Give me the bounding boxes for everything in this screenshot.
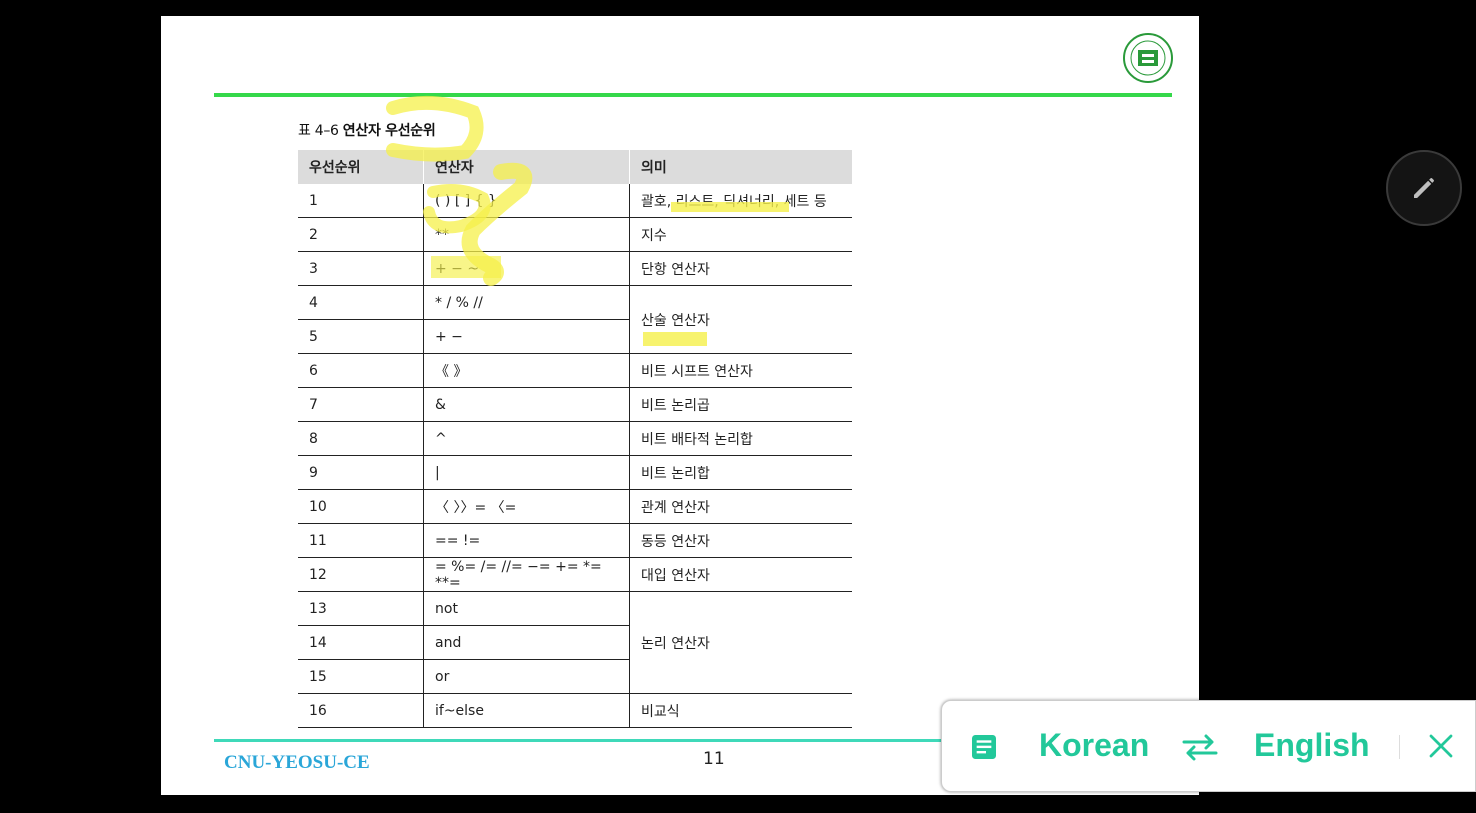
edit-button[interactable] (1386, 150, 1462, 226)
header-operator: 연산자 (423, 150, 630, 184)
bottom-divider-right (866, 739, 946, 742)
table-row: 16 if~else 비교식 (298, 693, 852, 728)
table-row: 13 not 논리 연산자 (298, 591, 852, 694)
divider (1399, 735, 1400, 759)
bottom-divider (214, 739, 866, 742)
operator-cell: and (423, 625, 630, 660)
caption-label: 표 4–6 (298, 123, 343, 139)
top-divider (214, 93, 1172, 97)
meaning-cell: 동등 연산자 (629, 523, 852, 558)
operator-cell: not (423, 591, 630, 626)
table-row: 10 〈 〉〉= 〈= 관계 연산자 (298, 489, 852, 524)
priority-cell: 9 (298, 455, 424, 490)
meaning-cell: 비교식 (629, 693, 852, 728)
priority-cell: 12 (298, 557, 424, 592)
table-row: 12 = %= /= //= −= += *= **= 대입 연산자 (298, 557, 852, 592)
table-row: 8 ^ 비트 배타적 논리합 (298, 421, 852, 456)
table-row: 14 and (298, 625, 852, 660)
priority-cell: 3 (298, 251, 424, 286)
operator-cell: ( ) [ ] { } (423, 184, 630, 218)
table-row: 7 & 비트 논리곱 (298, 387, 852, 422)
operator-cell: or (423, 659, 630, 694)
meaning-cell: 비트 논리곱 (629, 387, 852, 422)
translate-bar: Korean English (941, 700, 1476, 792)
operator-cell: = %= /= //= −= += *= **= (423, 557, 630, 592)
target-language-button[interactable]: English (1254, 727, 1370, 763)
operator-precedence-table: 우선순위 연산자 의미 1 ( ) [ ] { } 괄호, 리스트, 딕셔너리,… (298, 150, 852, 728)
meaning-cell: 괄호, 리스트, 딕셔너리, 세트 등 (629, 184, 852, 218)
table-row: 4 * / % // 산술 연산자 (298, 285, 852, 354)
operator-cell: & (423, 387, 630, 422)
table-row: 5 + − (298, 319, 852, 354)
priority-cell: 11 (298, 523, 424, 558)
priority-cell: 15 (298, 659, 424, 694)
swap-icon (1182, 734, 1218, 761)
table-row: 1 ( ) [ ] { } 괄호, 리스트, 딕셔너리, 세트 등 (298, 184, 852, 218)
caption-title: 연산자 우선순위 (342, 123, 436, 139)
priority-cell: 13 (298, 591, 424, 626)
operator-cell: ** (423, 217, 630, 252)
pencil-icon (1414, 178, 1434, 198)
header-priority: 우선순위 (298, 150, 424, 184)
meaning-cell: 지수 (629, 217, 852, 252)
footer-org-label: CNU-YEOSU-CE (224, 752, 370, 773)
table-row: 6 《 》 비트 시프트 연산자 (298, 353, 852, 388)
meaning-cell: 비트 배타적 논리합 (629, 421, 852, 456)
operator-cell: 〈 〉〉= 〈= (423, 489, 630, 524)
operator-cell: + − (423, 319, 630, 354)
meaning-cell: 비트 시프트 연산자 (629, 353, 852, 388)
close-button[interactable] (1426, 731, 1456, 765)
slide-page: 표 4–6 연산자 우선순위 우선순위 연산자 의미 1 ( ) [ ] { }… (161, 16, 1199, 795)
priority-cell: 8 (298, 421, 424, 456)
source-language-button[interactable]: Korean (1039, 727, 1150, 763)
priority-cell: 10 (298, 489, 424, 524)
operator-cell: ^ (423, 421, 630, 456)
table-row: 2 ** 지수 (298, 217, 852, 252)
table-row: 15 or (298, 659, 852, 694)
operator-cell: if~else (423, 693, 630, 728)
priority-cell: 7 (298, 387, 424, 422)
meaning-cell: 논리 연산자 (629, 591, 852, 694)
meaning-cell: 관계 연산자 (629, 489, 852, 524)
university-logo (1122, 32, 1174, 84)
priority-cell: 1 (298, 184, 424, 218)
meaning-cell: 비트 논리합 (629, 455, 852, 490)
operator-cell: * / % // (423, 285, 630, 320)
header-meaning: 의미 (629, 150, 852, 184)
operator-cell: | (423, 455, 630, 490)
swap-languages-button[interactable] (1180, 731, 1220, 767)
priority-cell: 14 (298, 625, 424, 660)
table-row: 11 == != 동등 연산자 (298, 523, 852, 558)
operator-cell: 《 》 (423, 353, 630, 388)
priority-cell: 2 (298, 217, 424, 252)
priority-cell: 16 (298, 693, 424, 728)
table-header-row: 우선순위 연산자 의미 (298, 150, 852, 184)
close-icon (1429, 734, 1453, 758)
table-row: 9 | 비트 논리합 (298, 455, 852, 490)
operator-cell: == != (423, 523, 630, 558)
meaning-cell: 산술 연산자 (629, 285, 852, 354)
priority-cell: 6 (298, 353, 424, 388)
page-number: 11 (703, 749, 725, 769)
operator-cell: + − ~ (423, 251, 630, 286)
meaning-cell: 대입 연산자 (629, 557, 852, 592)
priority-cell: 4 (298, 285, 424, 320)
document-icon (972, 735, 996, 759)
table-caption: 표 4–6 연산자 우선순위 (298, 120, 436, 140)
meaning-cell: 단항 연산자 (629, 251, 852, 286)
table-row: 3 + − ~ 단항 연산자 (298, 251, 852, 286)
document-button[interactable] (968, 731, 1000, 767)
priority-cell: 5 (298, 319, 424, 354)
